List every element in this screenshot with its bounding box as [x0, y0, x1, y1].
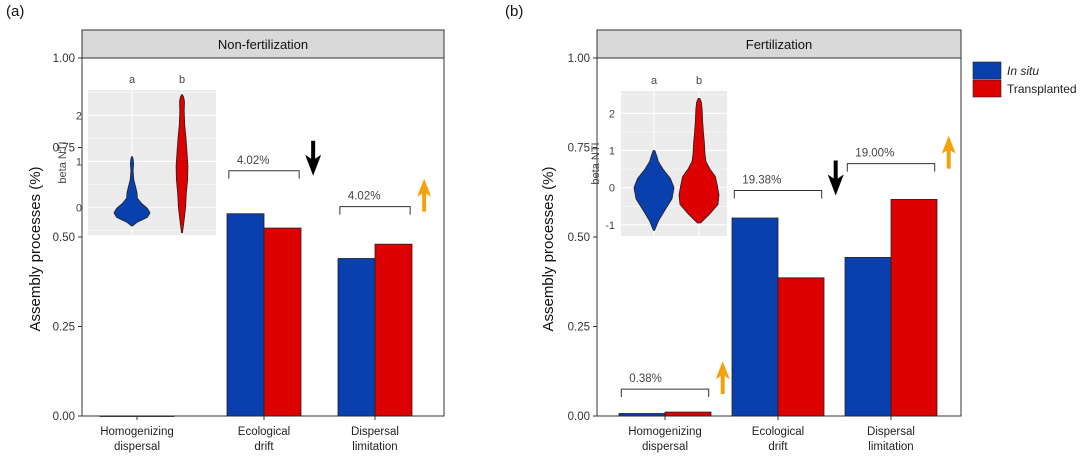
increase-arrow-icon — [941, 135, 956, 169]
facet-title: Non-fertilization — [218, 37, 308, 52]
x-tick-label: limitation — [868, 441, 913, 453]
x-tick-label: dispersal — [642, 441, 688, 453]
y-axis-label: Assembly processes (%) — [540, 166, 557, 331]
bar-in-situ — [844, 257, 892, 417]
x-tick-label: Ecological — [238, 426, 290, 438]
panel-b: (b) Fertilization 0.00 0.25 0.50 0.75 1.00 Asse… — [505, 3, 962, 453]
x-tick-label: drift — [768, 441, 788, 453]
inset-group-label: a — [129, 74, 136, 86]
bar-transplanted — [890, 199, 938, 417]
inset-y-axis-label: beta NTI — [590, 142, 602, 184]
legend-label-in-situ: In situ — [1007, 64, 1039, 78]
percent-change-label: 19.38% — [742, 174, 781, 186]
panel-a: (a) Non-fertilization 0.00 0.25 0.50 0.75 1.00… — [6, 3, 445, 453]
panel-tag: (b) — [505, 3, 523, 20]
panel-tag: (a) — [6, 3, 24, 20]
bar-transplanted — [664, 411, 712, 417]
significance-bracket — [733, 189, 823, 199]
significance-bracket — [228, 170, 300, 179]
inset-y-tick-label: 0 — [609, 183, 615, 195]
facet-strip — [81, 29, 445, 59]
inset-violin-plot: -1 0 1 2 beta NTI a b — [590, 75, 727, 236]
inset-group-label: b — [179, 74, 185, 86]
legend-label-transplanted: Transplanted — [1007, 82, 1077, 96]
legend-swatch-in-situ — [972, 61, 1002, 80]
inset-violin-plot: 0 1 2 beta NTI a b — [57, 74, 216, 235]
percent-change-label: 0.38% — [629, 373, 662, 385]
inset-group-label: b — [696, 75, 702, 87]
inset-y-tick-label: 1 — [609, 145, 615, 157]
y-tick-label: 0.75 — [568, 143, 590, 155]
y-tick-label: 1.00 — [568, 53, 590, 65]
x-tick-label: dispersal — [114, 441, 160, 453]
bar-transplanted — [777, 277, 825, 417]
x-tick-label: Dispersal — [867, 426, 915, 438]
bar-in-situ — [618, 413, 666, 417]
bar-in-situ — [337, 258, 376, 417]
inset-background — [88, 90, 216, 235]
percent-change-label: 4.02% — [348, 191, 381, 203]
significance-bracket — [620, 388, 710, 398]
inset-y-tick-label: 0 — [76, 202, 82, 214]
inset-y-tick-label: -1 — [605, 220, 615, 232]
percent-change-label: 19.00% — [855, 148, 894, 160]
violin-in-situ — [633, 150, 675, 231]
increase-arrow-icon — [715, 361, 730, 395]
bar-in-situ — [226, 213, 265, 417]
bar-transplanted — [263, 227, 302, 417]
x-tick-label: Dispersal — [351, 426, 399, 438]
bar-in-situ — [99, 415, 138, 417]
x-tick-label: drift — [254, 441, 274, 453]
y-tick-label: 0.50 — [53, 232, 75, 244]
bar-in-situ — [731, 217, 779, 417]
inset-background — [621, 91, 727, 236]
significance-bracket — [846, 163, 936, 172]
y-tick-label: 0.50 — [568, 232, 590, 244]
significance-bracket — [339, 206, 411, 215]
percent-change-label: 4.02% — [237, 155, 270, 167]
inset-y-tick-label: 2 — [609, 108, 615, 120]
decrease-arrow-icon — [827, 160, 844, 196]
x-tick-label: Ecological — [752, 426, 804, 438]
y-tick-label: 0.00 — [568, 411, 590, 423]
y-tick-label: 1.00 — [53, 53, 75, 65]
decrease-arrow-icon — [305, 140, 322, 176]
increase-arrow-icon — [417, 178, 432, 212]
y-tick-label: 0.75 — [53, 143, 75, 155]
x-tick-label: limitation — [352, 441, 397, 453]
facet-title: Fertilization — [746, 37, 812, 52]
facet-strip — [596, 29, 962, 59]
bar-transplanted — [374, 243, 413, 417]
violin-transplanted — [678, 98, 720, 224]
violin-transplanted — [175, 94, 189, 234]
x-tick-label: Homogenizing — [628, 426, 702, 438]
inset-y-axis-label: beta NTI — [57, 141, 69, 183]
y-tick-label: 0.25 — [568, 322, 590, 334]
bar-transplanted — [136, 415, 175, 417]
y-tick-label: 0.00 — [53, 411, 75, 423]
y-axis-label: Assembly processes (%) — [27, 166, 44, 331]
inset-y-tick-label: 1 — [76, 156, 82, 168]
violin-in-situ — [113, 156, 151, 227]
legend: In situ Transplanted — [972, 61, 1077, 98]
inset-group-label: a — [651, 75, 658, 87]
y-tick-label: 0.25 — [53, 322, 75, 334]
legend-swatch-transplanted — [972, 79, 1002, 98]
inset-y-tick-label: 2 — [76, 110, 82, 122]
x-tick-label: Homogenizing — [100, 426, 174, 438]
